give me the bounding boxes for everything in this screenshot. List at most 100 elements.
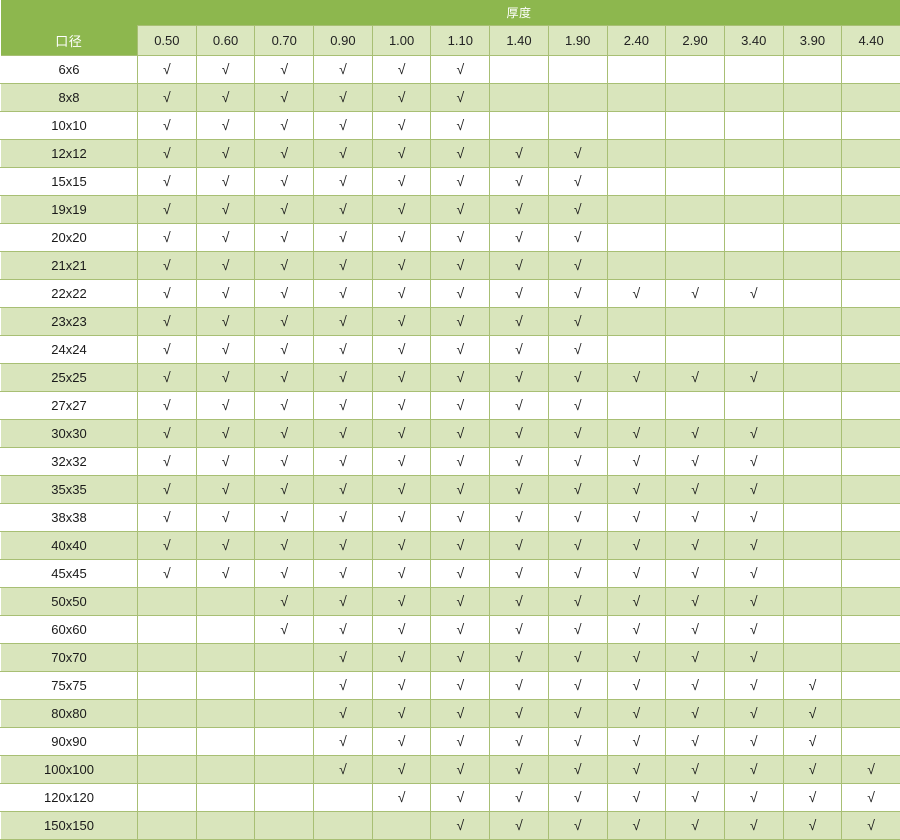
column-header-thickness: 2.40 (607, 26, 666, 56)
check-icon: √ (398, 90, 406, 104)
check-icon: √ (633, 734, 641, 748)
availability-cell-checked: √ (490, 728, 549, 756)
check-icon: √ (750, 594, 758, 608)
availability-cell-checked: √ (607, 756, 666, 784)
check-icon: √ (398, 398, 406, 412)
check-icon: √ (574, 622, 582, 636)
availability-cell-checked: √ (431, 784, 490, 812)
size-cell: 100x100 (1, 756, 138, 784)
availability-cell-checked: √ (314, 140, 373, 168)
size-cell: 45x45 (1, 560, 138, 588)
check-icon: √ (163, 62, 171, 76)
availability-cell-checked: √ (431, 84, 490, 112)
availability-cell-checked: √ (255, 476, 314, 504)
availability-cell-checked: √ (372, 756, 431, 784)
availability-cell-checked: √ (196, 280, 255, 308)
availability-cell-checked: √ (490, 756, 549, 784)
check-icon: √ (456, 286, 464, 300)
availability-cell-checked: √ (372, 644, 431, 672)
table-row: 27x27√√√√√√√√ (1, 392, 900, 420)
availability-cell-checked: √ (607, 812, 666, 840)
check-icon: √ (398, 426, 406, 440)
availability-cell-checked: √ (431, 560, 490, 588)
availability-cell-checked: √ (548, 504, 607, 532)
availability-cell-checked: √ (548, 280, 607, 308)
availability-cell-checked: √ (372, 84, 431, 112)
table-row: 120x120√√√√√√√√√ (1, 784, 900, 812)
availability-cell-checked: √ (314, 532, 373, 560)
check-icon: √ (515, 426, 523, 440)
check-icon: √ (750, 790, 758, 804)
check-icon: √ (222, 258, 230, 272)
availability-cell-checked: √ (607, 420, 666, 448)
availability-cell-checked: √ (196, 84, 255, 112)
check-icon: √ (339, 202, 347, 216)
availability-cell-checked: √ (431, 224, 490, 252)
check-icon: √ (750, 706, 758, 720)
availability-cell-checked: √ (607, 280, 666, 308)
check-icon: √ (456, 510, 464, 524)
availability-cell-checked: √ (490, 644, 549, 672)
check-icon: √ (515, 314, 523, 328)
availability-cell-checked: √ (314, 392, 373, 420)
availability-cell-checked: √ (314, 308, 373, 336)
check-icon: √ (398, 370, 406, 384)
availability-cell-empty (724, 392, 783, 420)
table-row: 8x8√√√√√√ (1, 84, 900, 112)
availability-cell-checked: √ (431, 364, 490, 392)
availability-cell-empty (724, 168, 783, 196)
table-row: 24x24√√√√√√√√ (1, 336, 900, 364)
availability-cell-checked: √ (666, 756, 725, 784)
availability-cell-checked: √ (255, 336, 314, 364)
availability-cell-checked: √ (490, 224, 549, 252)
availability-cell-checked: √ (724, 364, 783, 392)
availability-cell-checked: √ (490, 784, 549, 812)
check-icon: √ (515, 482, 523, 496)
check-icon: √ (809, 706, 817, 720)
check-icon: √ (280, 510, 288, 524)
availability-cell-checked: √ (431, 420, 490, 448)
check-icon: √ (222, 146, 230, 160)
availability-cell-checked: √ (196, 112, 255, 140)
table-row: 100x100√√√√√√√√√√ (1, 756, 900, 784)
availability-cell-empty (255, 756, 314, 784)
availability-cell-checked: √ (314, 560, 373, 588)
check-icon: √ (398, 314, 406, 328)
availability-cell-empty (548, 56, 607, 84)
availability-cell-checked: √ (431, 728, 490, 756)
availability-cell-empty (842, 364, 900, 392)
availability-cell-checked: √ (490, 364, 549, 392)
availability-cell-checked: √ (548, 812, 607, 840)
table-row: 23x23√√√√√√√√ (1, 308, 900, 336)
check-icon: √ (456, 482, 464, 496)
check-icon: √ (222, 454, 230, 468)
availability-cell-checked: √ (607, 728, 666, 756)
check-icon: √ (398, 706, 406, 720)
availability-cell-checked: √ (724, 728, 783, 756)
check-icon: √ (163, 258, 171, 272)
table-row: 25x25√√√√√√√√√√√ (1, 364, 900, 392)
availability-cell-checked: √ (666, 420, 725, 448)
availability-cell-empty (607, 336, 666, 364)
availability-cell-checked: √ (431, 756, 490, 784)
availability-cell-checked: √ (490, 196, 549, 224)
column-header-thickness: 0.60 (196, 26, 255, 56)
availability-cell-checked: √ (138, 308, 197, 336)
availability-cell-empty (783, 112, 842, 140)
check-icon: √ (633, 678, 641, 692)
availability-cell-empty (842, 196, 900, 224)
availability-cell-empty (842, 700, 900, 728)
check-icon: √ (339, 230, 347, 244)
check-icon: √ (456, 314, 464, 328)
table-row: 50x50√√√√√√√√√ (1, 588, 900, 616)
availability-cell-checked: √ (196, 252, 255, 280)
availability-cell-checked: √ (548, 588, 607, 616)
table-row: 12x12√√√√√√√√ (1, 140, 900, 168)
availability-cell-empty (196, 672, 255, 700)
availability-cell-checked: √ (431, 252, 490, 280)
availability-cell-checked: √ (255, 308, 314, 336)
check-icon: √ (456, 146, 464, 160)
check-icon: √ (750, 538, 758, 552)
check-icon: √ (809, 678, 817, 692)
check-icon: √ (163, 370, 171, 384)
